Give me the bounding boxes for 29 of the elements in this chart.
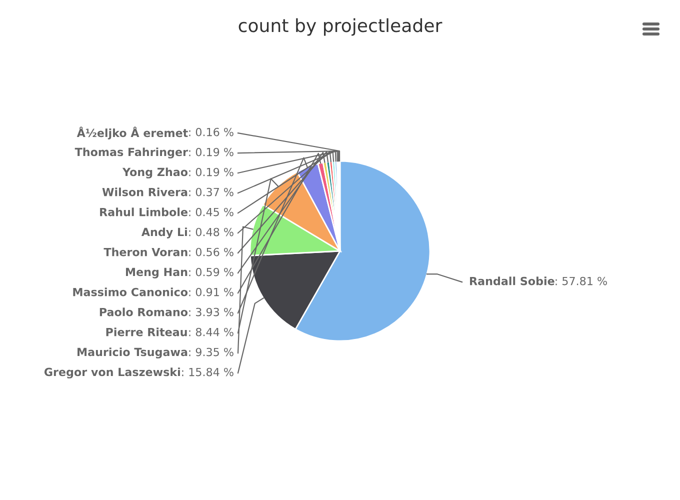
data-label: : 57.81 % bbox=[556, 276, 607, 286]
slice-label: Paolo Romano bbox=[100, 308, 188, 316]
chart-title: count by projectleader bbox=[238, 18, 442, 36]
data-label: : 3.93 % bbox=[189, 308, 234, 316]
data-label: : 15.84 % bbox=[182, 368, 234, 376]
data-label: : 0.56 % bbox=[189, 248, 234, 256]
data-label: : 0.37 % bbox=[189, 188, 234, 196]
slice-label: Meng Han bbox=[126, 268, 188, 278]
slice-label: Pierre Riteau bbox=[106, 328, 187, 336]
slice-label: Randall Sobie bbox=[470, 276, 554, 286]
data-label: : 8.44 % bbox=[189, 328, 234, 336]
slice-label: Theron Voran bbox=[104, 248, 188, 256]
slice-label: Andy Li bbox=[141, 228, 187, 238]
slice-label: Massimo Canonico bbox=[73, 288, 188, 296]
slice-label: Gregor von Laszewski bbox=[44, 368, 180, 378]
data-label: : 0.48 % bbox=[189, 228, 234, 236]
data-label: : 0.45 % bbox=[189, 208, 234, 216]
slice-label: Å½eljko Å eremet bbox=[76, 126, 188, 140]
data-label: : 0.19 % bbox=[189, 168, 234, 176]
slice-label: Wilson Rivera bbox=[102, 188, 188, 196]
slice-label: Thomas Fahringer bbox=[74, 148, 188, 158]
data-label: : 0.91 % bbox=[189, 288, 234, 296]
slice-label: Rahul Limbole bbox=[100, 208, 188, 216]
data-label: : 9.35 % bbox=[189, 348, 234, 356]
data-label: : 0.59 % bbox=[189, 268, 234, 276]
data-label: : 0.19 % bbox=[189, 148, 234, 156]
slice-label: Yong Zhao bbox=[122, 168, 188, 178]
data-label: : 0.16 % bbox=[189, 128, 234, 136]
slice-label: Mauricio Tsugawa bbox=[78, 348, 188, 358]
